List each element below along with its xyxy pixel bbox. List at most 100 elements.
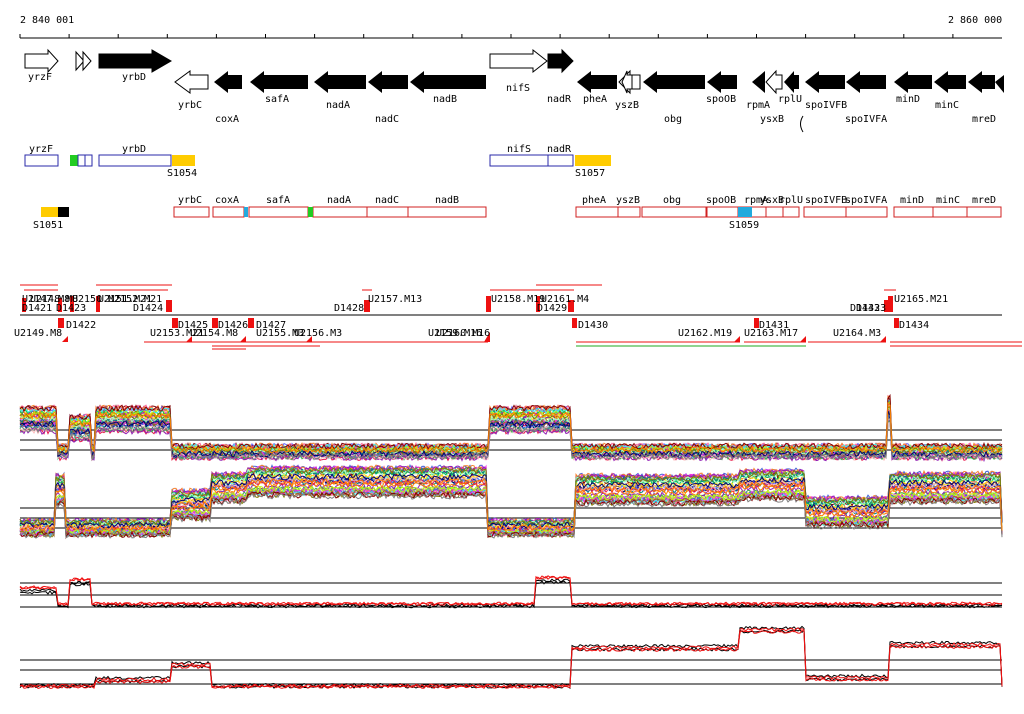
feature-box-nadA[interactable] [312, 206, 368, 218]
tu-label-U2159: U2159.M16 [428, 328, 482, 339]
gene-arrow-nadA[interactable] [314, 71, 366, 93]
feature-label-spoIVFB: spoIVFB [805, 195, 847, 206]
gene-label-mreD: mreD [972, 114, 996, 125]
feature-label-spoIVFA: spoIVFA [845, 195, 887, 206]
feature-box-nadR[interactable] [547, 154, 574, 167]
feature-box-nifS[interactable] [489, 154, 549, 167]
feature-label-minD: minD [900, 195, 924, 206]
transcription-unit-track: U2147.M8 U2148.M8 D1421 D1423 U2150.M21 … [14, 284, 1022, 350]
feature-box-spoIVFA[interactable] [845, 206, 888, 218]
tu-label-D1426: D1426 [218, 320, 248, 331]
tu-label-U2162: U2162.M19 [678, 328, 732, 339]
tu-label-D1432: D1432 [850, 303, 880, 314]
gene-arrow-rpmA[interactable] [752, 71, 765, 93]
gene-arrow-minD[interactable] [894, 71, 932, 93]
gene-arrow-minC[interactable] [934, 71, 966, 93]
gene-label-obg: obg [664, 114, 682, 125]
segment-S1057-marker [575, 155, 611, 166]
expression-panel-2 [19, 463, 1003, 540]
gene-label-yszB: yszB [615, 100, 639, 111]
segment-label-S1059: S1059 [729, 220, 759, 231]
gene-arrow-spoOB[interactable] [707, 71, 737, 93]
feature-label-nadC: nadC [375, 195, 399, 206]
feature-box-spoIVFB[interactable] [803, 206, 847, 218]
segment-S1051-marker [41, 207, 58, 217]
tu-label-U2165: U2165.M21 [894, 294, 948, 305]
gene-label-ysxB: ysxB [760, 114, 784, 125]
feature-label-nifS: nifS [507, 144, 531, 155]
feature-box-yrbD[interactable] [98, 154, 172, 167]
gene-arrow-mreD[interactable] [968, 71, 1004, 93]
feature-label-coxA: coxA [215, 195, 239, 206]
feature-box-rplU[interactable] [782, 206, 800, 218]
feature-box-ysxB[interactable] [765, 206, 784, 218]
feature-label-ysxB: ysxB [760, 195, 784, 206]
tu-label-D1423: D1423 [56, 303, 86, 314]
feature-box-yrzF[interactable] [24, 154, 59, 167]
tu-label-D1434: D1434 [899, 320, 929, 331]
tu-label-D1429: D1429 [537, 303, 567, 314]
gene-arrow-spoIVFA[interactable] [846, 71, 886, 93]
feature-box-mreD[interactable] [966, 206, 1002, 218]
gene-label-nadR: nadR [547, 94, 572, 105]
gene-label-yrzF: yrzF [28, 72, 52, 83]
feature-box-spoOB[interactable] [706, 206, 739, 218]
feature-box-coxA[interactable] [212, 206, 245, 218]
gene-arrow-safA[interactable] [250, 71, 308, 93]
tu-label-U2163: U2163.M17 [744, 328, 798, 339]
segment-label-S1054: S1054 [167, 168, 197, 179]
gene-arrow-obg[interactable] [643, 71, 705, 93]
gene-label-nifS: nifS [506, 83, 530, 94]
feature-label-safA: safA [266, 195, 290, 206]
gene-label-nadC: nadC [375, 114, 399, 125]
gene-label-minC: minC [935, 100, 959, 111]
gene-arrow-small-1[interactable] [75, 50, 92, 72]
tu-label-U2151: U2151.M21 [98, 294, 152, 305]
gene-label-rplU: rplU [778, 94, 802, 105]
feature-box-nadB[interactable] [407, 206, 487, 218]
gene-label-rpmA: rpmA [746, 100, 770, 111]
gene-arrow-rplU[interactable] [784, 71, 799, 93]
gene-arrow-coxA[interactable] [214, 71, 242, 93]
gene-arrow-yrbD[interactable] [98, 49, 172, 73]
feature-label-yszB: yszB [616, 195, 640, 206]
feature-box-pheA[interactable] [575, 206, 619, 218]
gene-arrow-yrbC[interactable] [174, 70, 209, 94]
gene-arrow-yszB[interactable] [618, 69, 641, 95]
gene-arrow-nadB[interactable] [410, 71, 486, 93]
feature-label-nadA: nadA [327, 195, 351, 206]
coordinate-ruler: 2 840 001 2 860 000 [19, 15, 1002, 39]
gene-arrow-nadC[interactable] [368, 71, 408, 93]
feature-label-yrbC: yrbC [178, 195, 202, 206]
gene-arrow-yrzF[interactable] [24, 48, 59, 74]
feature-box-safA[interactable] [248, 206, 309, 218]
gene-arrow-nadR[interactable] [547, 48, 574, 74]
feature-box-yszB[interactable] [617, 206, 641, 218]
feature-label-rplU: rplU [779, 195, 803, 206]
gene-arrow-spoIVFB[interactable] [805, 71, 845, 93]
tu-label-D1431: D1431 [759, 320, 789, 331]
gene-label-spoIVFB: spoIVFB [805, 100, 847, 111]
tu-label-D1422: D1422 [66, 320, 96, 331]
gene-arrow-pheA[interactable] [577, 71, 617, 93]
tu-label-D1427: D1427 [256, 320, 286, 331]
gene-arrow-nifS[interactable] [489, 48, 548, 74]
feature-box-nadC[interactable] [366, 206, 409, 218]
gene-label-pheA: pheA [583, 94, 607, 105]
gene-label-yrbC: yrbC [178, 100, 202, 111]
feature-label-minC: minC [936, 195, 960, 206]
gene-arrow-ysxB[interactable] [765, 69, 783, 95]
feature-box-yrbC[interactable] [173, 206, 210, 218]
tu-label-U2148: U2148.M8 [30, 294, 78, 305]
feature-box-obg[interactable] [641, 206, 707, 218]
feature-label-obg: obg [663, 195, 681, 206]
tu-label-U2147: U2147.M8 [22, 294, 70, 305]
feature-box-minD[interactable] [893, 206, 934, 218]
tu-label-U2153: U2153.M21 [150, 328, 204, 339]
segment-S1054-marker [172, 155, 195, 166]
feature-box-minC[interactable] [932, 206, 968, 218]
segment-black-marker [58, 207, 69, 217]
tu-label-D1430: D1430 [578, 320, 608, 331]
feature-label-mreD: mreD [972, 195, 996, 206]
